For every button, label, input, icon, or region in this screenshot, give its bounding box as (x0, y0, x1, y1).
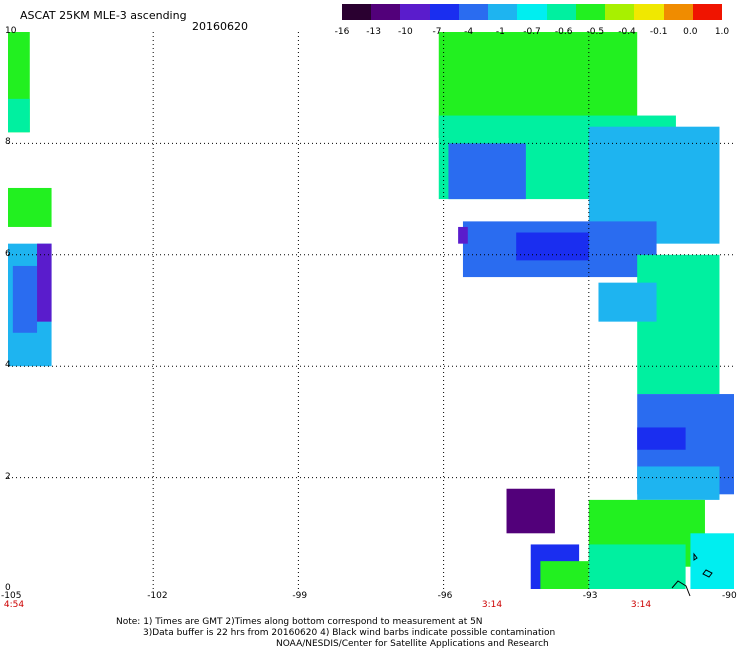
color-swatch (605, 4, 635, 20)
region-central-violet (458, 226, 468, 244)
region-west-patch-green (8, 187, 52, 227)
color-scale-label: -16 (334, 27, 350, 37)
data-regions (8, 32, 734, 589)
region-east-cyan-patch (598, 282, 657, 322)
color-swatch (342, 4, 372, 20)
region-bottom-teal (588, 544, 686, 589)
color-scale-label: 1.0 (714, 27, 730, 37)
time-label-2: 3:14 (481, 600, 503, 610)
color-scale-label: -1 (495, 27, 505, 37)
region-central-dark-core (516, 232, 589, 261)
lon-label: -105 (1, 591, 22, 601)
time-label-3: 3:14 (630, 600, 652, 610)
color-scale-label: -10 (397, 27, 413, 37)
color-scale-label: -7 (432, 27, 442, 37)
region-south-east-dark (637, 427, 686, 450)
region-south-east-cyan (637, 466, 720, 500)
footer-note-2: 3)Data buffer is 22 hrs from 20160620 4)… (143, 628, 556, 638)
lat-label: 2 (5, 471, 11, 482)
lat-label: 6 (5, 248, 11, 259)
color-swatch (400, 4, 431, 20)
color-scale (342, 4, 723, 20)
region-north-swath-blue (448, 143, 526, 200)
island-outline (671, 552, 713, 597)
lat-label: 0 (5, 583, 11, 593)
lat-label: 8 (5, 137, 11, 148)
color-scale-label: -13 (366, 27, 382, 37)
color-scale-label: 0.0 (683, 27, 698, 37)
map-title: ASCAT 25KM MLE-3 ascending (20, 9, 187, 22)
region-east-green-column (637, 254, 720, 395)
color-scale-label: -0.6 (554, 27, 573, 37)
lon-label: -99 (292, 591, 308, 601)
lat-label: 10 (5, 26, 17, 36)
color-scale-label: -4 (464, 27, 474, 37)
color-swatch (634, 4, 665, 20)
region-dark-purple-square (506, 488, 555, 534)
color-swatch (692, 4, 723, 20)
color-swatch (371, 4, 401, 20)
lon-label: -90 (722, 591, 737, 601)
lon-label: -102 (147, 591, 168, 601)
region-west-patch-blue (12, 265, 38, 333)
color-swatch (517, 4, 548, 20)
color-scale-label: -0.5 (586, 27, 605, 37)
lon-label: -96 (437, 591, 453, 601)
region-west-patch-violet (37, 243, 52, 322)
color-swatch (429, 4, 460, 20)
color-scale-label: -0.4 (618, 27, 636, 37)
lat-label: 4 (5, 360, 11, 371)
color-scale-label: -0.7 (523, 27, 541, 37)
coastline (671, 552, 713, 597)
color-swatch (488, 4, 518, 20)
map-date: 20160620 (192, 20, 248, 33)
color-scale-label: -0.1 (649, 27, 668, 37)
lon-label: -93 (582, 591, 598, 601)
color-swatch (458, 4, 489, 20)
footer-note-1: Note: 1) Times are GMT 2)Times along bot… (116, 617, 483, 627)
region-bottom-left-green (540, 561, 589, 589)
color-swatch (575, 4, 606, 20)
grid-lines (8, 32, 734, 589)
color-swatch (546, 4, 577, 20)
region-bottom-cyan (690, 533, 734, 589)
color-swatch (663, 4, 694, 20)
footer-credit: NOAA/NESDIS/Center for Satellite Applica… (276, 639, 549, 649)
region-upper-left-strip-fringe (8, 98, 30, 133)
time-label-1: 4:54 (3, 600, 25, 610)
